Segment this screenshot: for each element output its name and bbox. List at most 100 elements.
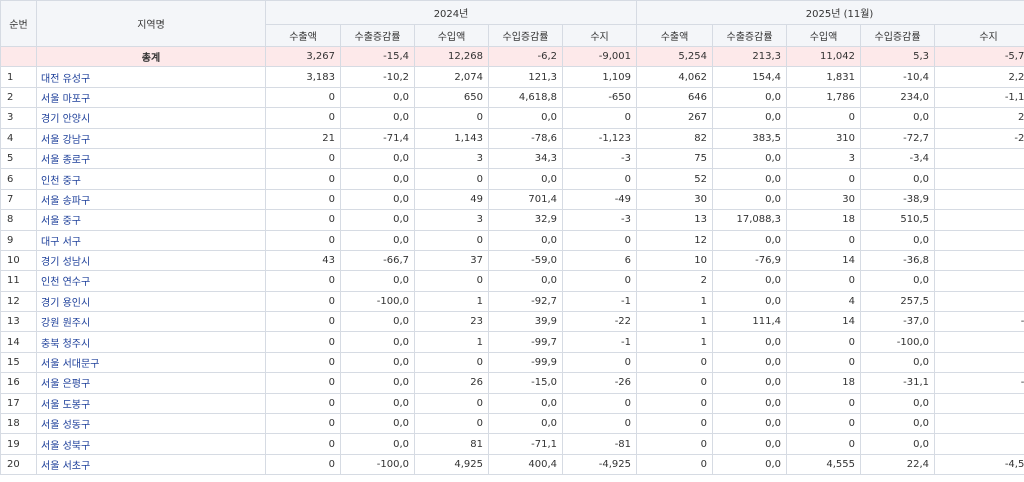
region-link[interactable]: 서울 도봉구: [36, 392, 266, 415]
region-link[interactable]: 경기 안양시: [36, 107, 266, 129]
value-cell: 0: [265, 372, 341, 394]
value-cell: 0,0: [712, 372, 788, 394]
value-cell: -99,7: [488, 331, 563, 353]
value-cell: 0,0: [712, 331, 788, 353]
value-cell: 14: [786, 311, 862, 333]
value-cell: 0,0: [712, 453, 788, 476]
value-cell: 10: [636, 249, 714, 272]
col-export-rate[interactable]: 수출증감률: [340, 24, 415, 47]
col-export[interactable]: 수출액: [265, 24, 341, 47]
col-export[interactable]: 수출액: [636, 24, 714, 47]
region-link[interactable]: 서울 은평구: [36, 372, 266, 394]
value-cell: 0: [265, 86, 341, 109]
col-balance[interactable]: 수지: [561, 24, 638, 47]
value-cell: 0,0: [340, 147, 415, 170]
value-cell: -5: [934, 209, 1024, 231]
region-link[interactable]: 인천 연수구: [36, 270, 266, 292]
header-period-2024: 2024년: [264, 0, 638, 25]
total-cell: -6,2: [488, 45, 563, 68]
value-cell: 1,143: [414, 127, 489, 149]
value-cell: 30: [636, 188, 714, 211]
value-cell: 0: [414, 351, 489, 374]
region-link[interactable]: 대전 유성구: [36, 66, 266, 88]
value-cell: -3: [561, 147, 638, 170]
value-cell: -99,9: [488, 351, 563, 374]
value-cell: -49: [561, 188, 638, 211]
col-import-rate[interactable]: 수입증감률: [488, 24, 563, 47]
value-cell: 646: [636, 86, 714, 109]
value-cell: 0: [934, 188, 1024, 211]
value-cell: 0: [786, 413, 862, 435]
value-cell: 0: [636, 351, 714, 374]
value-cell: 0: [561, 229, 638, 251]
col-import[interactable]: 수입액: [414, 24, 489, 47]
row-rank: 16: [0, 372, 37, 394]
row-rank: 4: [0, 127, 37, 149]
value-cell: 0,0: [488, 229, 563, 251]
value-cell: 52: [934, 168, 1024, 190]
value-cell: 4,062: [636, 66, 714, 88]
value-cell: -1: [561, 290, 638, 313]
region-link[interactable]: 서울 서대문구: [36, 351, 266, 374]
region-link[interactable]: 서울 마포구: [36, 86, 266, 109]
value-cell: 52: [636, 168, 714, 190]
value-cell: 650: [414, 86, 489, 109]
col-export-rate[interactable]: 수출증감률: [712, 24, 788, 47]
region-link[interactable]: 대구 서구: [36, 229, 266, 251]
value-cell: 0: [265, 209, 341, 231]
value-cell: -4,555: [934, 453, 1024, 476]
region-link[interactable]: 경기 성남시: [36, 249, 266, 272]
region-link[interactable]: 서울 서초구: [36, 453, 266, 476]
region-link[interactable]: 서울 송파구: [36, 188, 266, 211]
region-link[interactable]: 서울 종로구: [36, 147, 266, 170]
col-balance[interactable]: 수지: [934, 24, 1024, 47]
region-link[interactable]: 서울 성북구: [36, 433, 266, 455]
value-cell: 400,4: [488, 453, 563, 476]
value-cell: -72,7: [860, 127, 936, 149]
value-cell: -15,0: [488, 372, 563, 394]
value-cell: 0: [265, 147, 341, 170]
value-cell: 0: [265, 270, 341, 292]
row-rank: 9: [0, 229, 37, 251]
value-cell: 2,230: [934, 66, 1024, 88]
value-cell: 0: [265, 413, 341, 435]
row-rank: 2: [0, 86, 37, 109]
region-link[interactable]: 서울 강남구: [36, 127, 266, 149]
value-cell: 0,0: [712, 168, 788, 190]
value-cell: -22: [561, 311, 638, 333]
value-cell: -3: [561, 209, 638, 231]
region-link[interactable]: 강원 원주시: [36, 311, 266, 333]
value-cell: 18: [786, 372, 862, 394]
region-link[interactable]: 충북 청주시: [36, 331, 266, 353]
value-cell: 0,0: [340, 86, 415, 109]
value-cell: -37,0: [860, 311, 936, 333]
value-cell: 1: [934, 331, 1024, 353]
col-import-rate[interactable]: 수입증감률: [860, 24, 936, 47]
col-import[interactable]: 수입액: [786, 24, 862, 47]
value-cell: -59,0: [488, 249, 563, 272]
value-cell: -81: [561, 433, 638, 455]
value-cell: -10,4: [860, 66, 936, 88]
value-cell: 3,183: [265, 66, 341, 88]
region-link[interactable]: 경기 용인시: [36, 290, 266, 313]
value-cell: 23: [414, 311, 489, 333]
value-cell: -76,9: [712, 249, 788, 272]
region-link[interactable]: 서울 중구: [36, 209, 266, 231]
region-link[interactable]: 서울 성동구: [36, 413, 266, 435]
value-cell: 0,0: [712, 433, 788, 455]
region-link[interactable]: 인천 중구: [36, 168, 266, 190]
value-cell: 0,0: [340, 413, 415, 435]
value-cell: -18: [934, 372, 1024, 394]
value-cell: 0: [265, 188, 341, 211]
value-cell: 30: [786, 188, 862, 211]
value-cell: 0: [561, 392, 638, 415]
value-cell: 0,0: [340, 107, 415, 129]
value-cell: 0: [786, 351, 862, 374]
value-cell: 39,9: [488, 311, 563, 333]
total-cell: 3,267: [265, 45, 341, 68]
